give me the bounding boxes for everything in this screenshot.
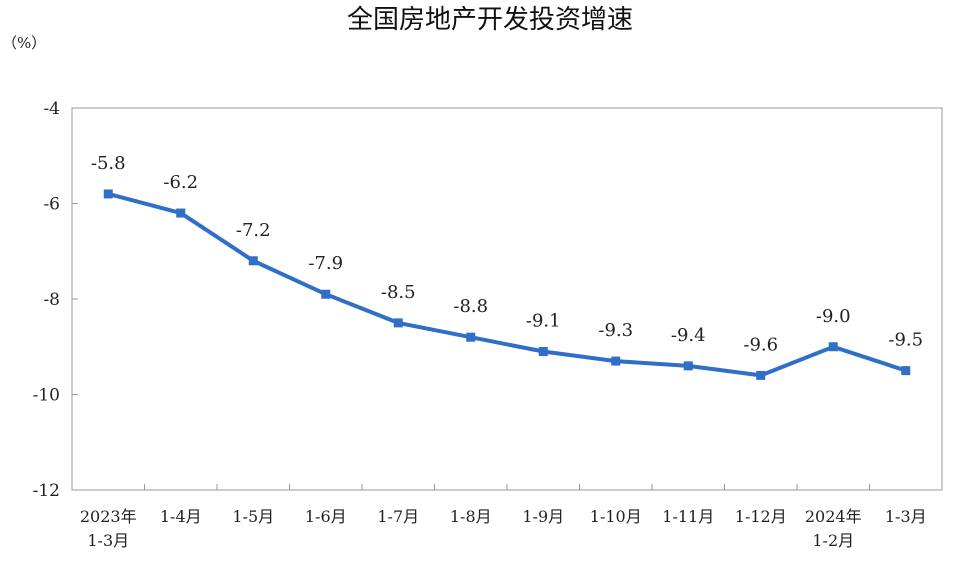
x-axis: 2023年 1-3月 1-4月 1-5月 1-6月 1-7月 1-8月 1-9月 1-10月 1-… bbox=[80, 484, 927, 550]
x-tick-label-line: 1-5月 bbox=[232, 507, 274, 526]
data-label: -9.1 bbox=[526, 311, 561, 332]
data-label: -5.8 bbox=[91, 153, 126, 174]
x-tick-label: 1-6月 bbox=[305, 507, 347, 526]
data-label: -8.8 bbox=[453, 296, 488, 317]
data-label: -9.3 bbox=[598, 320, 633, 341]
data-point-marker bbox=[538, 347, 548, 357]
data-point-marker bbox=[466, 332, 476, 342]
data-point-marker bbox=[901, 366, 911, 376]
x-tick-label-line: 1-8月 bbox=[450, 507, 492, 526]
x-tick-label: 1-5月 bbox=[232, 507, 274, 526]
x-tick-label: 1-10月 bbox=[590, 507, 642, 526]
x-tick-label-line: 1-7月 bbox=[377, 507, 419, 526]
x-tick-label: 2023年 1-3月 bbox=[80, 507, 137, 550]
x-tick-label-line: 1-4月 bbox=[160, 507, 202, 526]
x-tick-label-line: 2023年 bbox=[80, 507, 137, 526]
data-point-marker bbox=[248, 256, 258, 266]
x-tick-label: 2024年 1-2月 bbox=[805, 507, 862, 550]
x-tick-label: 1-7月 bbox=[377, 507, 419, 526]
x-tick-label-line: 1-10月 bbox=[590, 507, 642, 526]
y-tick-label: -12 bbox=[33, 481, 60, 501]
chart-title: 全国房地产开发投资增速 bbox=[347, 5, 633, 35]
data-label: -7.9 bbox=[308, 253, 343, 274]
data-point-marker bbox=[321, 289, 331, 299]
data-label: -9.0 bbox=[816, 306, 851, 327]
x-tick-label-line: 1-6月 bbox=[305, 507, 347, 526]
x-tick-label: 1-9月 bbox=[522, 507, 564, 526]
data-label: -6.2 bbox=[163, 172, 198, 193]
data-point-marker bbox=[176, 208, 186, 218]
x-tick-label-line: 1-2月 bbox=[812, 531, 854, 550]
y-tick-label: -6 bbox=[43, 195, 60, 215]
x-tick-label-line: 1-9月 bbox=[522, 507, 564, 526]
data-point-marker bbox=[103, 189, 113, 199]
x-tick-label-line: 1-12月 bbox=[735, 507, 787, 526]
data-label-group: -5.8 -6.2 -7.2 -7.9 -8.5 -8.8 -9.1 -9.3 -9.4 -9.6… bbox=[91, 153, 923, 355]
y-unit-label: （%） bbox=[2, 34, 46, 52]
x-tick-label: 1-12月 bbox=[735, 507, 787, 526]
series-line-group bbox=[103, 189, 911, 380]
y-tick-label: -10 bbox=[33, 386, 60, 406]
x-tick-label-line: 1-11月 bbox=[662, 507, 714, 526]
x-tick-label: 1-3月 bbox=[885, 507, 927, 526]
plot-frame bbox=[71, 107, 943, 491]
x-tick-label-line: 2024年 bbox=[805, 507, 862, 526]
data-point-marker bbox=[828, 342, 838, 352]
data-label: -8.5 bbox=[381, 282, 416, 303]
x-tick-label: 1-4月 bbox=[160, 507, 202, 526]
y-tick-label: -4 bbox=[43, 99, 60, 119]
series-line bbox=[106, 191, 908, 378]
x-tick-label-line: 1-3月 bbox=[87, 531, 129, 550]
data-point-marker bbox=[683, 361, 693, 371]
y-tick-label: -8 bbox=[43, 290, 60, 310]
x-tick-label-line: 1-3月 bbox=[885, 507, 927, 526]
data-point-marker bbox=[756, 370, 766, 380]
x-tick-label: 1-8月 bbox=[450, 507, 492, 526]
data-label: -7.2 bbox=[236, 220, 271, 241]
x-tick-label: 1-11月 bbox=[662, 507, 714, 526]
data-point-marker bbox=[393, 318, 403, 328]
data-label: -9.6 bbox=[743, 334, 778, 355]
data-point-marker bbox=[611, 356, 621, 366]
data-label: -9.5 bbox=[888, 330, 923, 351]
data-label: -9.4 bbox=[671, 325, 706, 346]
y-axis: -4 -6 -8 -10 -12 bbox=[33, 99, 78, 501]
